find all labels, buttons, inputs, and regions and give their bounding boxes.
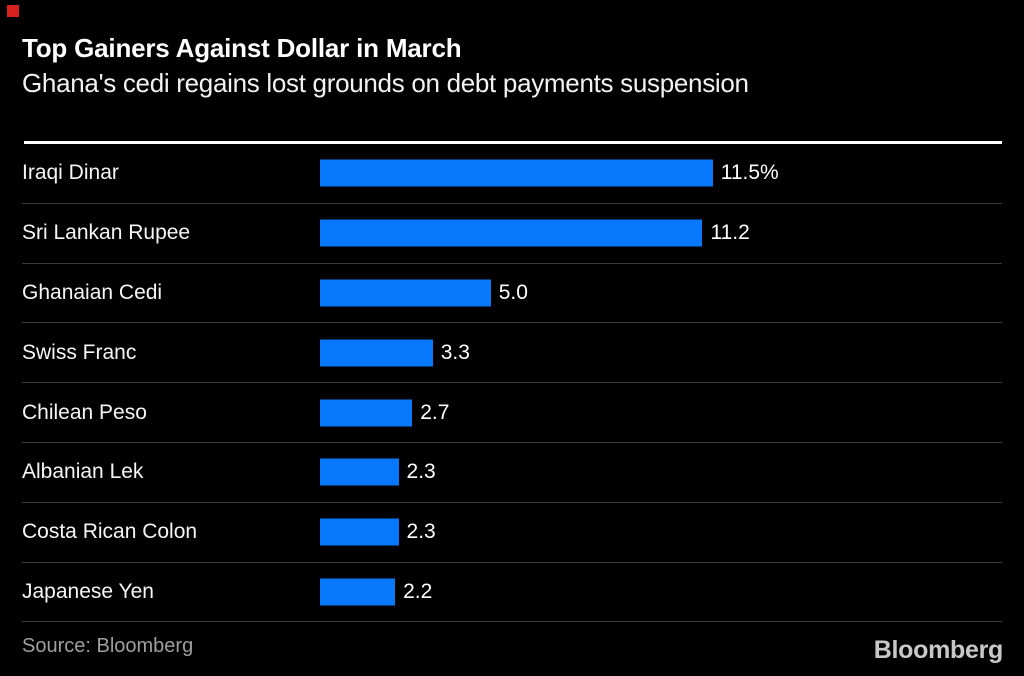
red-corner-mark (7, 5, 19, 17)
chart-row: Iraqi Dinar 11.5% (22, 144, 1002, 204)
row-category-label: Japanese Yen (22, 579, 154, 603)
row-bar (320, 279, 491, 307)
row-category-label: Swiss Franc (22, 340, 137, 364)
row-bar (320, 339, 433, 367)
chart-row: Japanese Yen 2.2 (22, 563, 1002, 623)
row-bar (320, 518, 399, 546)
chart-subtitle: Ghana's cedi regains lost grounds on deb… (22, 68, 749, 98)
row-bar (320, 219, 703, 247)
row-category-label: Iraqi Dinar (22, 161, 119, 185)
row-bar (320, 578, 396, 606)
chart-row: Chilean Peso 2.7 (22, 383, 1002, 443)
row-value-label: 2.2 (403, 579, 433, 603)
row-value-label: 2.3 (406, 520, 436, 544)
row-bar (320, 399, 413, 427)
source-attribution: Source: Bloomberg (22, 635, 194, 657)
row-value-label: 3.3 (440, 340, 470, 364)
bar-chart-rows: Iraqi Dinar 11.5% Sri Lankan Rupee 11.2 Ghan… (22, 144, 1002, 623)
chart-row: Sri Lankan Rupee 11.2 (22, 204, 1002, 264)
row-value-label: 2.3 (406, 460, 436, 484)
row-category-label: Ghanaian Cedi (22, 280, 163, 304)
row-category-label: Sri Lankan Rupee (22, 221, 191, 245)
row-category-label: Chilean Peso (22, 400, 147, 424)
row-value-label: 11.2 (710, 221, 750, 245)
row-value-label: 11.5% (720, 161, 779, 185)
row-category-label: Costa Rican Colon (22, 520, 198, 544)
row-bar (320, 159, 713, 187)
chart-row: Albanian Lek 2.3 (22, 443, 1002, 503)
chart-row: Costa Rican Colon 2.3 (22, 503, 1002, 563)
chart-title: Top Gainers Against Dollar in March (22, 33, 462, 63)
row-bar (320, 458, 399, 486)
row-value-label: 5.0 (498, 280, 528, 304)
row-category-label: Albanian Lek (22, 460, 144, 484)
header-divider-rule (24, 141, 1002, 144)
row-value-label: 2.7 (420, 400, 450, 424)
chart-row: Swiss Franc 3.3 (22, 323, 1002, 384)
bloomberg-logo: Bloomberg (873, 636, 1004, 664)
chart-row: Ghanaian Cedi 5.0 (22, 264, 1002, 324)
